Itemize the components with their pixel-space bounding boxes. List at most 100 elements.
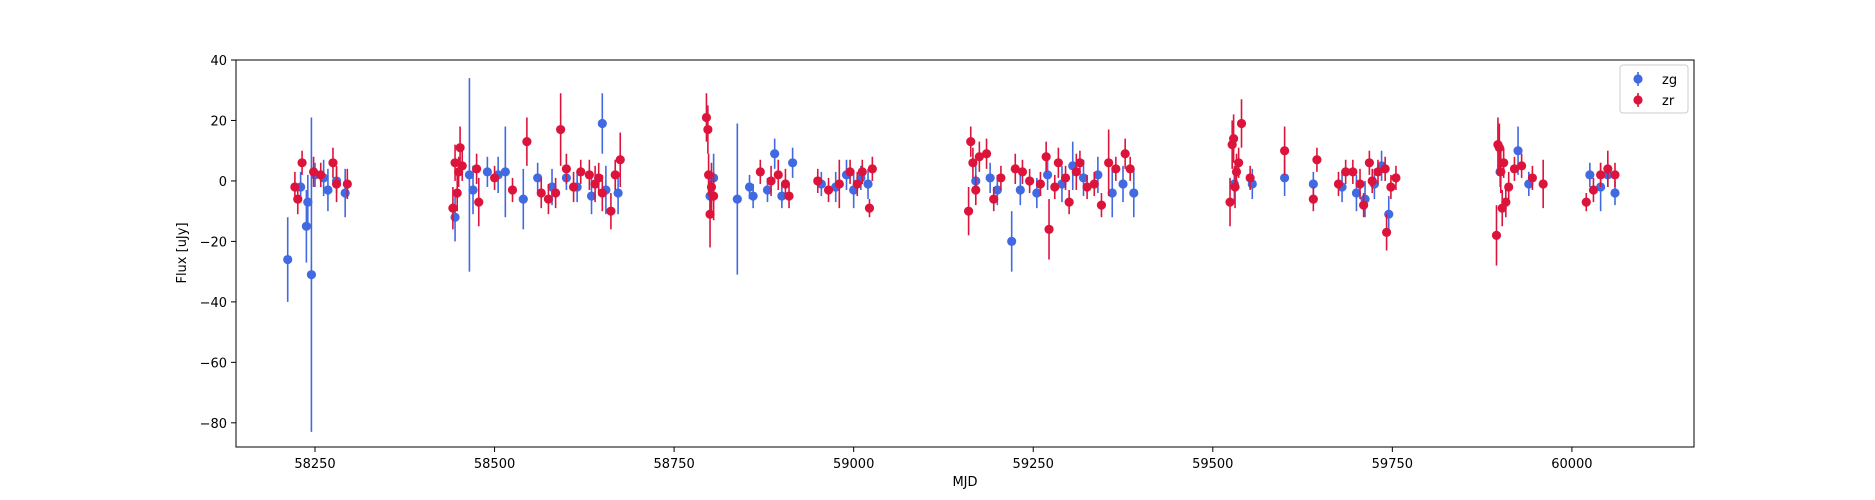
data-point xyxy=(1104,158,1114,168)
data-point xyxy=(450,158,460,168)
legend-marker-zg xyxy=(1633,74,1643,84)
data-point xyxy=(788,158,798,168)
y-axis-label: Flux [uJy] xyxy=(175,222,190,283)
data-point xyxy=(701,112,712,123)
data-point xyxy=(1373,167,1383,177)
data-point xyxy=(472,164,482,174)
data-point xyxy=(1527,173,1537,183)
data-point xyxy=(568,182,579,192)
data-point xyxy=(1032,188,1042,198)
data-point xyxy=(452,188,462,198)
data-point xyxy=(613,188,623,198)
data-point xyxy=(1044,224,1054,234)
data-point xyxy=(1588,185,1599,195)
data-point xyxy=(342,179,352,189)
data-point xyxy=(1391,173,1401,183)
data-layer xyxy=(283,78,1620,432)
data-point xyxy=(784,191,794,201)
data-point xyxy=(762,185,773,195)
data-point xyxy=(1129,188,1139,198)
data-point xyxy=(732,194,742,204)
data-point xyxy=(482,167,492,177)
y-tick-label: 20 xyxy=(210,114,227,129)
data-point xyxy=(705,209,715,219)
data-point xyxy=(468,185,478,195)
data-point xyxy=(1333,179,1344,189)
data-point xyxy=(1017,167,1028,177)
data-point xyxy=(303,197,313,207)
y-axis-ticks: −80 −60 −40 −20 0 20 40 xyxy=(200,54,236,432)
data-point xyxy=(323,185,333,195)
data-point xyxy=(1071,167,1081,177)
data-point xyxy=(709,191,719,201)
data-point xyxy=(1312,155,1322,165)
data-point xyxy=(556,124,566,135)
data-point xyxy=(780,179,791,189)
data-point xyxy=(1125,164,1135,174)
data-point xyxy=(968,158,978,168)
data-point xyxy=(852,179,862,189)
data-point xyxy=(1355,179,1365,189)
data-point xyxy=(1041,152,1051,162)
data-point xyxy=(863,179,873,189)
data-point xyxy=(1384,209,1394,219)
x-axis-label: MJD xyxy=(952,475,977,490)
data-point xyxy=(1050,182,1060,192)
data-point xyxy=(996,173,1006,183)
data-point xyxy=(1610,170,1620,180)
data-point xyxy=(985,173,995,183)
data-point xyxy=(1025,176,1035,186)
data-point xyxy=(551,188,561,198)
data-point xyxy=(1359,200,1369,210)
data-point xyxy=(777,191,787,201)
data-point xyxy=(455,143,465,153)
data-point xyxy=(500,167,510,177)
data-point xyxy=(748,191,758,201)
data-point xyxy=(1610,188,1620,198)
data-point xyxy=(584,170,594,180)
data-point xyxy=(1089,179,1099,189)
data-point xyxy=(1585,170,1595,180)
data-point xyxy=(1229,134,1239,144)
data-point xyxy=(308,167,319,177)
data-point xyxy=(594,173,604,183)
data-point xyxy=(597,118,607,129)
data-point xyxy=(989,194,999,204)
data-point xyxy=(1504,182,1514,192)
data-point xyxy=(316,170,326,180)
data-point xyxy=(340,188,350,198)
data-point xyxy=(1007,236,1017,247)
data-point xyxy=(301,221,311,231)
data-point xyxy=(813,176,823,186)
data-point xyxy=(773,170,783,180)
data-point xyxy=(1096,200,1107,210)
x-tick-label: 60000 xyxy=(1551,457,1592,472)
data-point xyxy=(306,270,317,280)
data-point xyxy=(1351,188,1362,198)
data-point xyxy=(1120,149,1130,159)
data-point xyxy=(507,185,518,195)
data-point xyxy=(1075,158,1085,168)
data-point xyxy=(464,170,475,180)
data-point xyxy=(1111,164,1121,174)
legend-label-zg: zg xyxy=(1662,73,1677,88)
data-point xyxy=(823,185,834,195)
data-point xyxy=(1280,146,1290,156)
data-point xyxy=(606,206,616,216)
data-point xyxy=(1386,182,1396,192)
data-point xyxy=(1245,173,1255,183)
data-point xyxy=(1060,173,1071,183)
y-tick-label: −60 xyxy=(200,356,227,371)
legend-box xyxy=(1619,64,1689,114)
data-point xyxy=(450,212,460,222)
data-point xyxy=(1603,164,1613,174)
data-point xyxy=(992,185,1002,195)
data-point xyxy=(297,158,307,168)
legend-label-zr: zr xyxy=(1662,94,1675,109)
data-point xyxy=(703,124,713,135)
data-point xyxy=(1494,143,1504,153)
data-point xyxy=(1053,158,1063,168)
data-point xyxy=(1042,170,1053,180)
